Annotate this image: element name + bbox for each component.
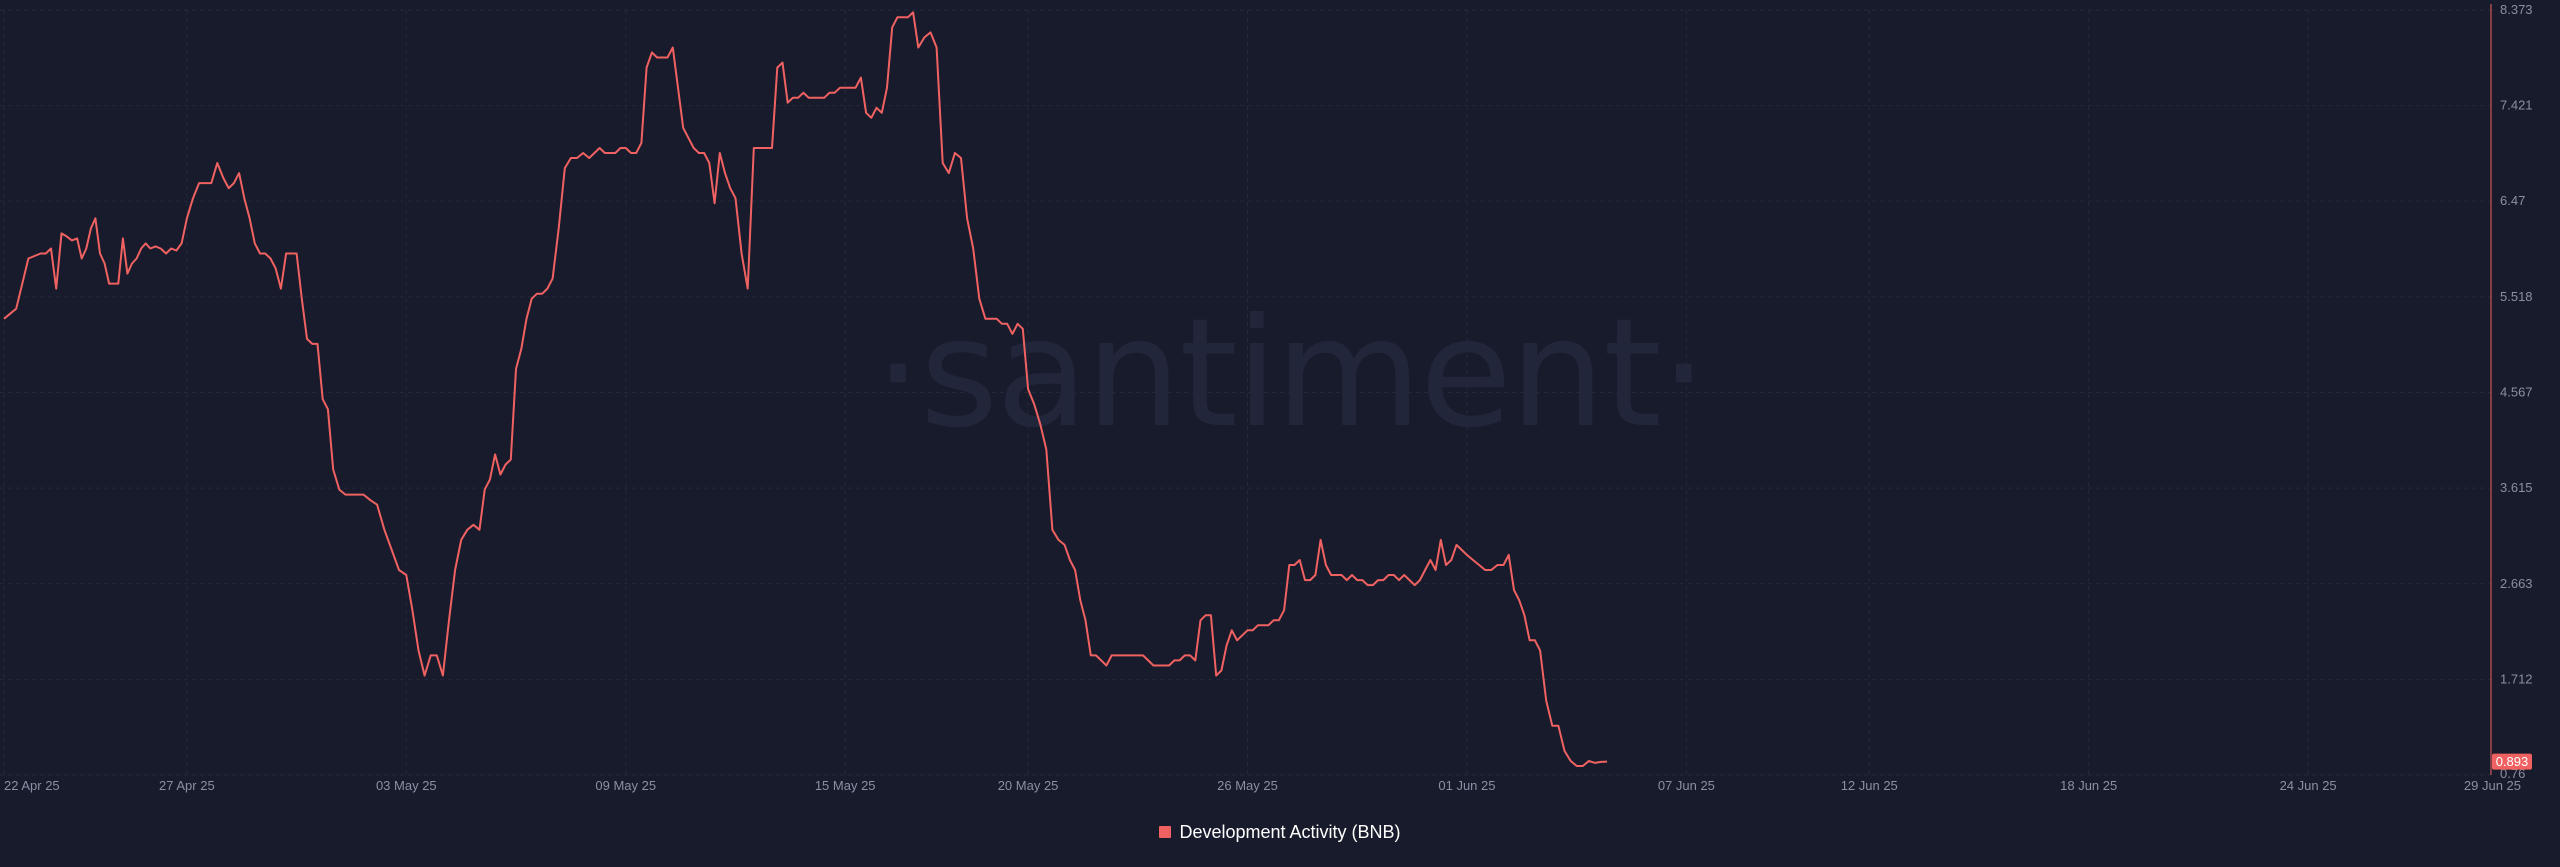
x-tick-label: 07 Jun 25 xyxy=(1658,778,1715,793)
x-axis-ticks: 22 Apr 25 27 Apr 25 03 May 25 09 May 25 15 M… xyxy=(4,778,2521,793)
y-tick-label: 2.663 xyxy=(2500,576,2533,591)
series-line-development-activity xyxy=(3,11,1608,767)
last-value-label: 0.893 xyxy=(2496,754,2529,769)
y-tick-label: 5.518 xyxy=(2500,289,2533,304)
x-tick-label: 26 May 25 xyxy=(1217,778,1278,793)
x-tick-label: 22 Apr 25 xyxy=(4,778,60,793)
x-tick-label: 12 Jun 25 xyxy=(1841,778,1898,793)
y-axis-ticks: 8.373 7.421 6.47 5.518 4.567 3.615 2.663 1.712 0… xyxy=(2500,2,2533,781)
x-tick-label: 29 Jun 25 xyxy=(2464,778,2521,793)
x-tick-label: 03 May 25 xyxy=(376,778,437,793)
y-tick-label: 4.567 xyxy=(2500,384,2533,399)
y-tick-label: 0.76 xyxy=(2500,766,2525,781)
x-tick-label: 24 Jun 25 xyxy=(2280,778,2337,793)
x-tick-label: 15 May 25 xyxy=(815,778,876,793)
legend[interactable]: Development Activity (BNB) xyxy=(0,822,2560,843)
x-tick-label: 20 May 25 xyxy=(998,778,1059,793)
x-tick-label: 01 Jun 25 xyxy=(1438,778,1495,793)
y-tick-label: 6.47 xyxy=(2500,193,2525,208)
legend-swatch xyxy=(1159,826,1172,838)
legend-label: Development Activity (BNB) xyxy=(1179,822,1401,842)
last-value-marker: 0.893 xyxy=(2492,753,2532,770)
y-tick-label: 1.712 xyxy=(2500,671,2533,686)
santiment-watermark: ·santiment· xyxy=(874,287,1705,461)
y-tick-label: 8.373 xyxy=(2500,2,2533,17)
x-tick-label: 27 Apr 25 xyxy=(159,778,215,793)
x-tick-label: 18 Jun 25 xyxy=(2060,778,2117,793)
last-value-badge xyxy=(2492,753,2532,770)
x-tick-label: 09 May 25 xyxy=(595,778,656,793)
y-tick-label: 7.421 xyxy=(2500,98,2533,113)
y-tick-label: 3.615 xyxy=(2500,480,2533,495)
gridlines xyxy=(0,9,2492,776)
